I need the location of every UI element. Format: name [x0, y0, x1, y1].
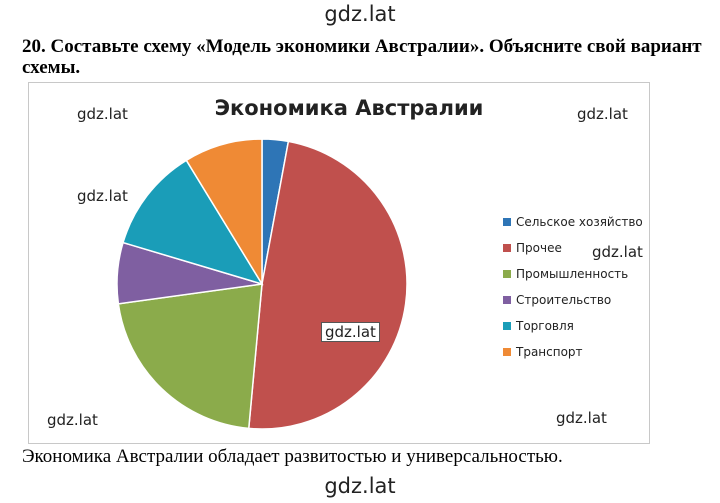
legend-swatch	[503, 218, 511, 226]
watermark: gdz.lat	[577, 105, 628, 123]
watermark-top: gdz.lat	[324, 2, 396, 26]
legend-swatch	[503, 244, 511, 252]
legend-label: Сельское хозяйство	[516, 215, 643, 229]
chart-title: Экономика Австралии	[214, 96, 484, 120]
chart-legend: Сельское хозяйство Прочее Промышленность Ст…	[503, 209, 643, 365]
legend-item: Транспорт	[503, 339, 643, 365]
legend-label: Промышленность	[516, 267, 629, 281]
legend-swatch	[503, 270, 511, 278]
legend-swatch	[503, 296, 511, 304]
pie-slice	[117, 283, 263, 430]
watermark: gdz.lat	[47, 411, 98, 429]
watermark: gdz.lat	[77, 105, 128, 123]
legend-swatch	[503, 322, 511, 330]
watermark-bottom: gdz.lat	[324, 474, 396, 498]
legend-label: Прочее	[516, 241, 562, 255]
pie-slice	[185, 138, 263, 287]
watermark: gdz.lat	[592, 243, 643, 261]
legend-item: Строительство	[503, 287, 643, 313]
pie-chart	[116, 138, 408, 430]
watermark: gdz.lat	[77, 187, 128, 205]
legend-item: Торговля	[503, 313, 643, 339]
legend-item: Прочее	[503, 235, 643, 261]
caption-text: Экономика Австралии обладает развитостью…	[22, 446, 563, 467]
legend-item: Промышленность	[503, 261, 643, 287]
legend-item: Сельское хозяйство	[503, 209, 643, 235]
legend-label: Транспорт	[516, 345, 583, 359]
task-text: 20. Составьте схему «Модель экономики Ав…	[22, 36, 702, 78]
watermark: gdz.lat	[321, 322, 380, 342]
legend-swatch	[503, 348, 511, 356]
chart-frame: Экономика Австралии Сельское хозяйство Пр…	[28, 82, 650, 444]
legend-label: Строительство	[516, 293, 612, 307]
legend-label: Торговля	[516, 319, 574, 333]
pie-slice	[122, 159, 264, 286]
pie-slice	[247, 140, 408, 430]
watermark: gdz.lat	[556, 409, 607, 427]
